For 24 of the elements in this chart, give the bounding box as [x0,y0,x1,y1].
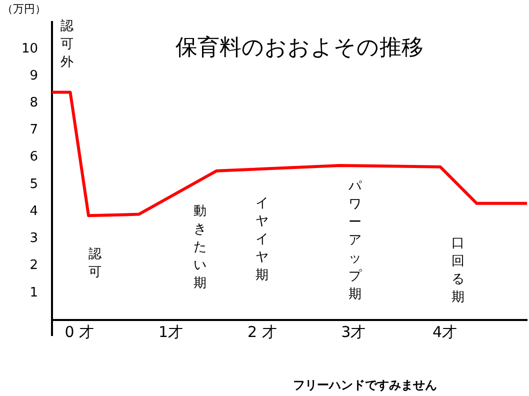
y-tick-label: 10 [21,41,38,56]
annotation: 認可 [88,246,102,280]
y-axis-title: （万円） [2,2,46,16]
annotation: 認可外 [60,18,74,70]
y-tick-label: 7 [30,122,38,138]
y-tick-label: 9 [30,68,38,84]
y-tick-label: 2 [30,258,38,274]
y-tick-label: 3 [30,231,38,246]
annotation: 動きたい期 [194,204,206,291]
y-tick-label: 1 [30,285,38,300]
x-tick-label: 3才 [341,322,366,341]
x-tick-label: 1才 [158,322,184,341]
y-tick-label: 4 [30,204,38,219]
text: フリーハンドですみません [293,378,437,392]
y-tick-label: 6 [30,150,38,165]
text: 保育料のおおよその推移 [176,34,424,61]
x-tick-label: 0 才 [64,322,94,341]
y-tick-label: 5 [30,176,38,192]
x-tick-label: 2 才 [247,322,277,341]
x-tick-label: 4才 [432,322,458,341]
annotation: 口回る期 [452,236,464,305]
annotation: イヤイヤ期 [256,196,268,283]
y-tick-label: 8 [30,96,38,110]
annotation: パワーアップ期 [348,178,362,302]
